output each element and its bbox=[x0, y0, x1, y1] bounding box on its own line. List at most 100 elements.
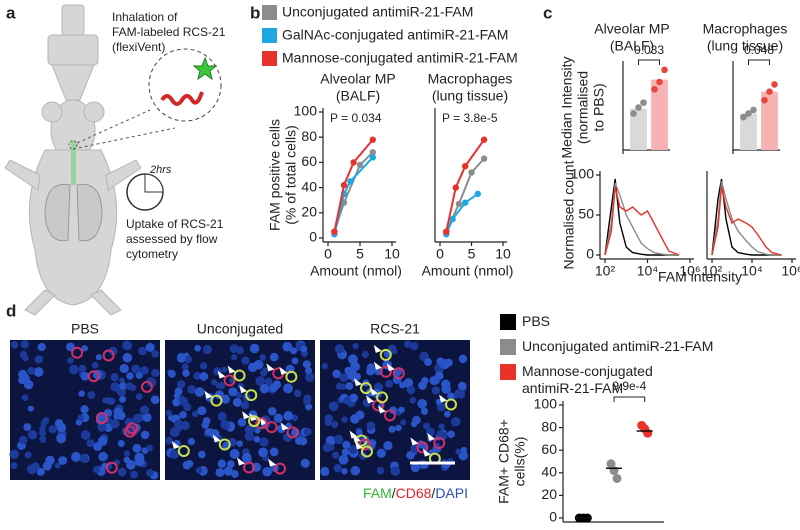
nucleus bbox=[119, 395, 127, 403]
x-tick-label: 10 bbox=[384, 246, 400, 262]
nucleus bbox=[458, 354, 468, 364]
nucleus bbox=[98, 451, 108, 462]
legend-swatch bbox=[500, 314, 516, 330]
nucleus bbox=[300, 458, 310, 468]
point bbox=[347, 178, 354, 185]
nucleus bbox=[403, 378, 414, 388]
x-tick-label: 10 bbox=[495, 246, 511, 262]
y-tick-label: 50 bbox=[578, 206, 594, 222]
nucleus bbox=[334, 344, 345, 354]
nucleus bbox=[441, 379, 451, 389]
chart-title: (lung tissue) bbox=[707, 38, 783, 54]
stain: FAM bbox=[363, 485, 392, 501]
annotation: assessed by flow bbox=[126, 232, 218, 246]
nucleus bbox=[121, 426, 132, 436]
nucleus bbox=[303, 427, 312, 436]
nucleus bbox=[439, 359, 450, 370]
nucleus bbox=[45, 455, 55, 466]
nucleus bbox=[269, 352, 279, 362]
nucleus bbox=[341, 448, 350, 456]
nucleus bbox=[395, 424, 402, 432]
nucleus bbox=[331, 421, 339, 429]
nucleus bbox=[339, 373, 349, 382]
arrowhead bbox=[377, 405, 386, 414]
nucleus bbox=[69, 364, 79, 375]
nucleus bbox=[273, 413, 283, 423]
nucleus bbox=[282, 341, 293, 352]
y-tick-label: 0 bbox=[309, 229, 317, 245]
x-tick-label: 10⁴ bbox=[741, 263, 763, 279]
point bbox=[740, 113, 747, 121]
nucleus bbox=[331, 451, 340, 459]
arrowhead bbox=[242, 411, 251, 420]
point bbox=[761, 96, 768, 104]
nucleus bbox=[437, 373, 444, 380]
series-line bbox=[445, 193, 479, 235]
nucleus bbox=[349, 393, 358, 403]
point bbox=[369, 149, 376, 156]
nucleus bbox=[342, 440, 351, 449]
nucleus bbox=[215, 382, 222, 389]
arrowhead bbox=[366, 395, 375, 404]
point bbox=[443, 228, 450, 235]
nucleus bbox=[236, 440, 243, 447]
nucleus bbox=[324, 414, 334, 423]
chart-title: Macrophages bbox=[428, 71, 513, 87]
point bbox=[462, 162, 469, 170]
nucleus bbox=[134, 452, 145, 463]
y-tick-label: 100 bbox=[571, 166, 595, 182]
nucleus bbox=[195, 387, 205, 397]
nucleus bbox=[412, 415, 421, 425]
nucleus bbox=[209, 429, 220, 439]
nucleus bbox=[80, 371, 90, 381]
cell bbox=[248, 415, 261, 428]
nucleus bbox=[187, 384, 197, 394]
nucleus bbox=[294, 436, 304, 445]
chart-title: Alveolar MP bbox=[594, 21, 669, 37]
nucleus bbox=[151, 368, 160, 378]
nucleus bbox=[192, 410, 199, 418]
nucleus bbox=[352, 342, 359, 350]
nucleus bbox=[91, 361, 99, 369]
nucleus bbox=[283, 410, 294, 421]
nucleus bbox=[177, 352, 185, 361]
nucleus bbox=[248, 362, 258, 373]
annotation: P = 3.8e-5 bbox=[442, 111, 498, 125]
arrowhead bbox=[354, 441, 363, 450]
nucleus bbox=[167, 369, 176, 378]
nucleus bbox=[409, 397, 417, 404]
nucleus bbox=[10, 340, 19, 349]
nucleus bbox=[26, 464, 37, 475]
nucleus bbox=[282, 383, 293, 394]
x-tick-label: 10² bbox=[595, 263, 616, 279]
y-tick-label: 20 bbox=[301, 204, 317, 220]
nucleus bbox=[176, 380, 186, 389]
nucleus bbox=[169, 449, 179, 460]
nucleus bbox=[54, 462, 61, 469]
nucleus bbox=[255, 376, 266, 386]
nucleus bbox=[455, 448, 462, 455]
nucleus bbox=[138, 346, 147, 356]
point bbox=[651, 85, 658, 93]
image-title: RCS-21 bbox=[370, 321, 420, 337]
nucleus bbox=[139, 405, 150, 415]
nucleus bbox=[122, 352, 133, 363]
nucleus bbox=[18, 435, 28, 445]
arrowhead bbox=[373, 344, 382, 353]
nucleus bbox=[87, 391, 96, 400]
nucleus bbox=[150, 395, 160, 405]
nucleus bbox=[79, 454, 89, 463]
point bbox=[369, 136, 376, 143]
nucleus bbox=[457, 381, 467, 391]
x-tick-label: 5 bbox=[356, 246, 364, 262]
x-tick-label: 5 bbox=[468, 246, 476, 262]
point bbox=[474, 190, 481, 198]
arrowhead bbox=[279, 366, 288, 375]
nucleus bbox=[406, 385, 416, 395]
nucleus bbox=[197, 406, 207, 416]
nucleus bbox=[259, 383, 270, 394]
series-line bbox=[445, 139, 485, 232]
nucleus bbox=[262, 367, 269, 374]
stain: DAPI bbox=[435, 485, 468, 501]
